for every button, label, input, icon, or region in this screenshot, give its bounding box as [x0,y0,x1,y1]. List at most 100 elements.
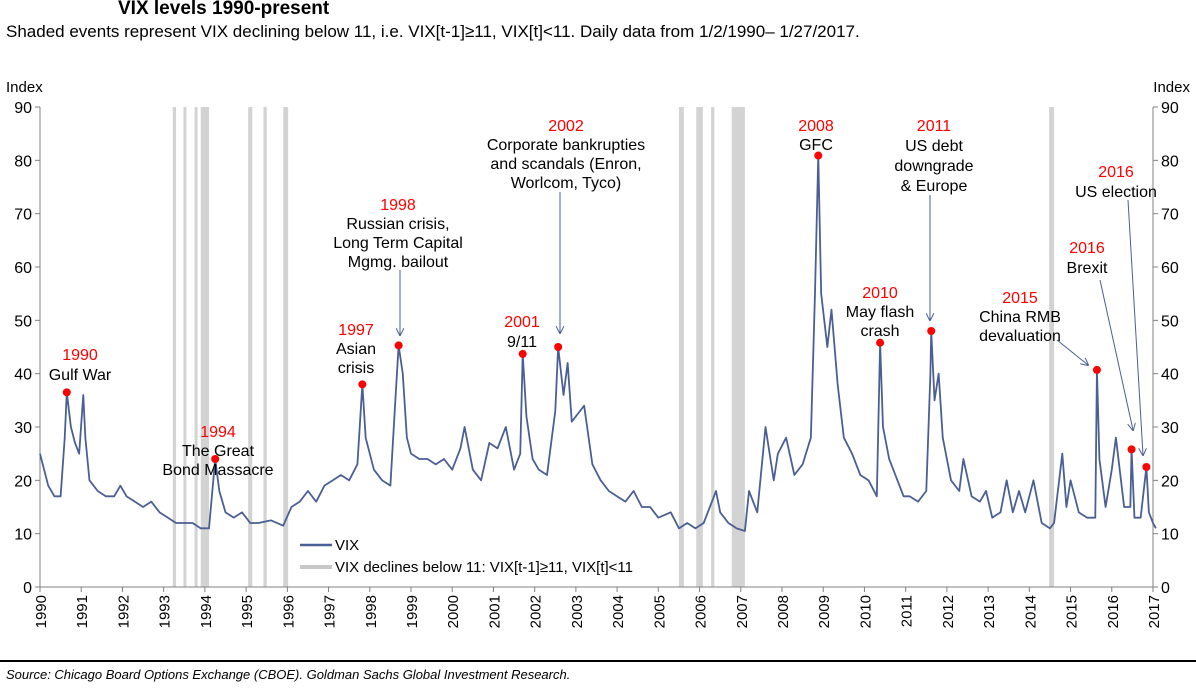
x-tick-label: 2000 [445,595,462,628]
y-tick-label-right: 30 [1161,420,1179,437]
shaded-period [711,107,715,587]
event-label: and scandals (Enron, [490,156,641,173]
event-label: Bond Massacre [162,462,273,479]
event-label: Long Term Capital [333,235,463,252]
shaded-period [678,107,684,587]
x-tick-label: 1991 [74,595,91,628]
event-year: 2011 [917,118,952,135]
event-year: 2001 [504,314,540,331]
legend-vix-label: VIX [335,537,359,554]
event-label: Mgmg. bailout [348,254,449,271]
x-tick-label: 2011 [899,595,916,627]
source-note: Source: Chicago Board Options Exchange (… [6,667,571,682]
event-year: 2016 [1069,240,1105,257]
event-marker [394,341,403,350]
event-year: 1998 [380,197,416,214]
event-label: The Great [182,443,255,460]
y-tick-label-left: 60 [14,260,32,277]
event-marker [1127,445,1136,454]
shaded-period [248,107,253,587]
annotation-arrow [1127,199,1143,455]
x-tick-label: 2008 [775,595,792,628]
y-tick-label-right: 0 [1161,580,1170,597]
shaded-period [172,107,177,587]
event-year: 1990 [62,347,98,364]
x-tick-label: 1992 [115,595,132,628]
y-tick-label-right: 70 [1161,207,1179,224]
event-label: Corporate bankrupties [487,137,645,154]
event-label: Russian crisis, [346,216,449,233]
y-tick-label-right: 40 [1161,367,1179,384]
x-tick-label: 1995 [239,595,256,628]
event-label: GFC [799,137,833,154]
event-label: devaluation [979,328,1061,345]
shaded-period [283,107,289,587]
x-tick-label: 1996 [280,595,297,628]
event-label: Gulf War [49,367,112,384]
event-year: 2010 [862,285,898,302]
y-axis-label-right: Index [1153,79,1190,96]
x-tick-label: 2013 [981,595,998,628]
chart-subtitle: Shaded events represent VIX declining be… [6,22,860,41]
y-tick-label-left: 30 [14,420,32,437]
x-tick-label: 2003 [569,595,586,628]
x-tick-label: 2004 [610,595,627,628]
event-label: crisis [338,360,374,377]
event-marker [211,455,220,463]
annotation-arrow [1056,339,1088,365]
shaded-period [183,107,187,587]
event-year: 2016 [1098,164,1134,181]
x-tick-label: 2014 [1022,595,1039,628]
x-tick-label: 2009 [816,595,833,628]
event-marker [1142,463,1151,471]
shaded-period [200,107,210,587]
y-tick-label-left: 70 [14,207,32,224]
x-tick-label: 2005 [651,595,668,628]
event-marker [1092,365,1101,374]
x-tick-label: 1998 [363,595,380,628]
x-tick-label: 2012 [940,595,957,628]
shaded-period [696,107,703,587]
event-marker [814,151,823,160]
event-label: US debt [905,138,963,155]
y-tick-label-left: 20 [14,473,32,490]
event-label: downgrade [894,158,973,175]
x-tick-label: 2006 [693,595,710,628]
y-tick-label-left: 40 [14,367,32,384]
event-label: Worlcom, Tyco) [511,175,622,192]
event-marker [927,327,936,335]
event-marker [554,343,563,351]
event-marker [62,388,71,397]
x-tick-label: 2007 [734,595,751,628]
event-label: 9/11 [507,334,537,351]
x-tick-label: 2017 [1146,595,1163,628]
event-year: 2015 [1002,290,1038,307]
x-tick-label: 2015 [1064,595,1081,628]
event-label: May flash [846,304,914,321]
y-tick-label-right: 60 [1161,260,1179,277]
event-label: US election [1075,184,1157,201]
y-tick-label-right: 20 [1161,473,1179,490]
event-marker [518,349,527,358]
x-tick-label: 1993 [157,595,174,628]
y-tick-label-right: 50 [1161,313,1179,330]
x-tick-label: 1997 [322,595,339,628]
y-tick-label-left: 80 [14,153,32,170]
y-tick-label-left: 50 [14,313,32,330]
x-tick-label: 2001 [486,595,503,628]
shaded-period [263,107,267,587]
y-tick-label-left: 10 [14,527,32,544]
event-label: China RMB [979,309,1061,326]
event-year: 1997 [338,322,374,339]
x-tick-label: 2002 [528,595,545,628]
legend-shade-label: VIX declines below 11: VIX[t-1]≥11, VIX[… [335,559,633,576]
x-tick-label: 1999 [404,595,421,628]
annotation-arrow [1099,279,1133,430]
x-tick-label: 1994 [198,595,215,628]
chart-title: VIX levels 1990-present [118,0,330,19]
event-label: Brexit [1067,260,1108,277]
y-tick-label-left: 0 [23,580,32,597]
event-marker [876,338,885,347]
